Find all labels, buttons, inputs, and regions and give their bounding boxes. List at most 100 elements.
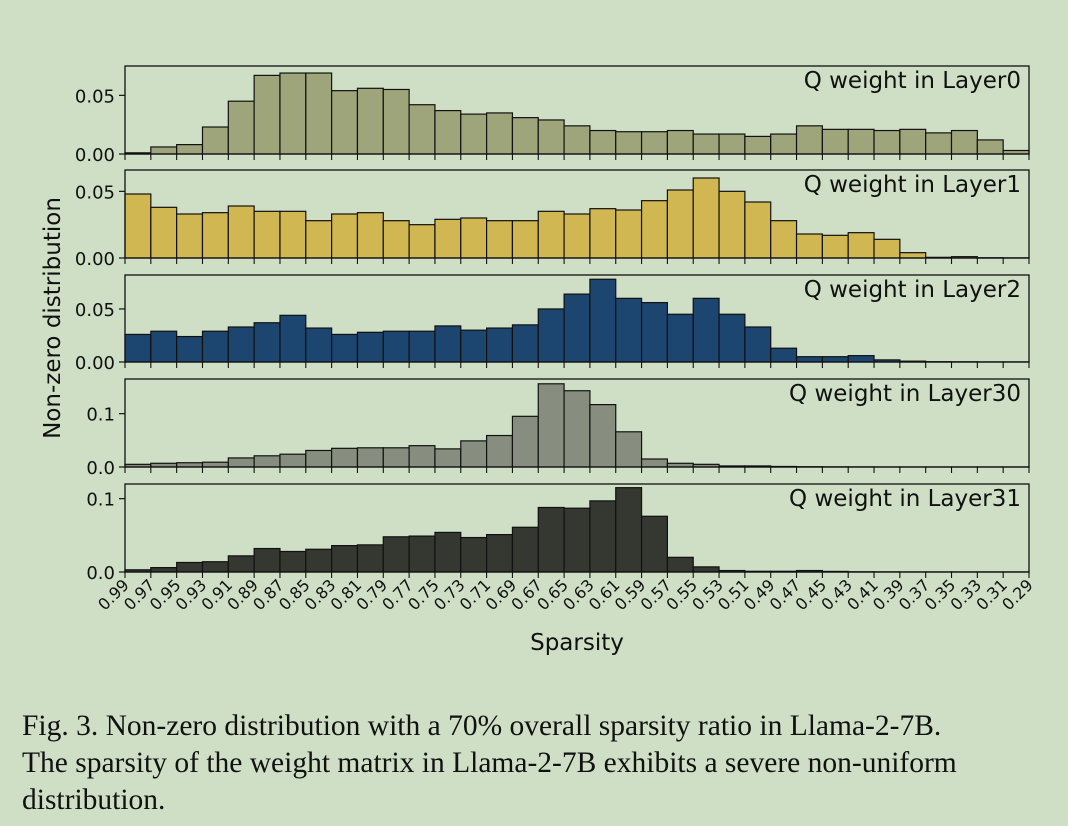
panel-2: 0.00 0.05 Q weight in Layer1 xyxy=(75,169,1030,270)
caption-line-1: Fig. 3. Non-zero distribution with a 70%… xyxy=(22,710,942,742)
bar xyxy=(770,347,798,363)
bar xyxy=(227,326,255,363)
bar xyxy=(279,453,307,468)
bar xyxy=(821,128,849,155)
bar xyxy=(227,555,255,573)
bar xyxy=(486,220,514,259)
bar xyxy=(511,324,539,363)
bar xyxy=(795,233,823,259)
bar xyxy=(873,129,901,155)
y-tick-label: 0.05 xyxy=(75,182,115,203)
bar xyxy=(434,531,462,573)
bar xyxy=(718,190,746,259)
bar xyxy=(976,139,1004,155)
bar xyxy=(511,220,539,259)
bar xyxy=(486,533,514,573)
panel-label: Q weight in Layer30 xyxy=(789,381,1021,407)
panel-1: 0.00 0.05 Q weight in Layer0 xyxy=(75,65,1030,166)
y-tick-label: 0.0 xyxy=(86,563,115,584)
bar xyxy=(563,213,591,259)
bar xyxy=(640,131,669,155)
bar xyxy=(227,205,255,259)
bar xyxy=(692,133,720,155)
bar xyxy=(331,544,359,573)
bar xyxy=(305,327,333,363)
bar xyxy=(563,390,591,468)
y-tick-label: 0.00 xyxy=(75,145,115,166)
bar xyxy=(331,90,359,155)
axes-frame xyxy=(124,274,1030,363)
bar xyxy=(615,131,643,155)
bar xyxy=(563,293,591,363)
bar xyxy=(356,447,384,468)
bar xyxy=(201,212,229,259)
bar xyxy=(434,218,462,259)
bar xyxy=(408,535,436,573)
bar xyxy=(150,330,178,363)
bar xyxy=(356,331,384,363)
bar xyxy=(666,556,694,573)
bar xyxy=(382,536,410,573)
bar xyxy=(925,132,953,155)
bar xyxy=(434,448,462,468)
x-axis-label: Sparsity xyxy=(530,630,624,656)
bar xyxy=(460,536,488,573)
bar xyxy=(201,461,229,468)
bar xyxy=(124,333,152,363)
bar xyxy=(176,561,204,573)
bar xyxy=(873,238,901,259)
bar xyxy=(305,548,333,573)
bar xyxy=(305,220,333,259)
bar xyxy=(821,356,849,363)
bar xyxy=(511,415,539,468)
bar xyxy=(615,297,643,363)
caption-line-3: distribution. xyxy=(22,784,166,816)
bar xyxy=(279,210,307,259)
bar xyxy=(589,129,617,155)
bar xyxy=(666,129,694,155)
bar xyxy=(511,526,539,573)
bar xyxy=(563,125,591,155)
bar xyxy=(460,217,488,259)
y-tick-label: 0.0 xyxy=(86,458,115,479)
bar xyxy=(176,335,204,363)
y-tick-label: 0.05 xyxy=(75,300,115,321)
bar xyxy=(640,301,669,363)
figure-caption: Fig. 3. Non-zero distribution with a 70%… xyxy=(22,708,1062,819)
bar xyxy=(718,313,746,363)
bar xyxy=(589,500,617,573)
bar xyxy=(537,308,565,363)
bar xyxy=(356,87,384,155)
bar xyxy=(486,434,514,468)
bar xyxy=(150,566,178,573)
y-axis-label: Non-zero distribution xyxy=(40,197,66,439)
bar xyxy=(434,109,462,155)
panel-label: Q weight in Layer0 xyxy=(804,68,1021,94)
y-tick-label: 0.00 xyxy=(75,353,115,374)
bar xyxy=(227,100,255,155)
bar xyxy=(382,88,410,155)
y-tick-label: 0.1 xyxy=(86,490,115,511)
bar xyxy=(460,113,488,155)
bar xyxy=(305,449,333,468)
bar xyxy=(305,72,333,155)
bar xyxy=(847,232,875,259)
bar xyxy=(408,445,436,468)
bar xyxy=(253,322,281,363)
bar xyxy=(331,333,359,363)
bar xyxy=(331,213,359,259)
y-tick-label: 0.1 xyxy=(86,405,115,426)
bar xyxy=(176,213,204,259)
bar xyxy=(744,201,772,259)
bar xyxy=(692,297,720,363)
axes-frame xyxy=(124,378,1030,468)
panel-5: 0.0 0.1 Q weight in Layer31 xyxy=(86,483,1030,584)
bar xyxy=(460,440,488,468)
bar xyxy=(666,189,694,259)
bar xyxy=(615,431,643,468)
bar xyxy=(408,330,436,363)
bar xyxy=(253,74,281,155)
bar xyxy=(666,313,694,363)
bar xyxy=(589,278,617,363)
bar xyxy=(382,447,410,468)
